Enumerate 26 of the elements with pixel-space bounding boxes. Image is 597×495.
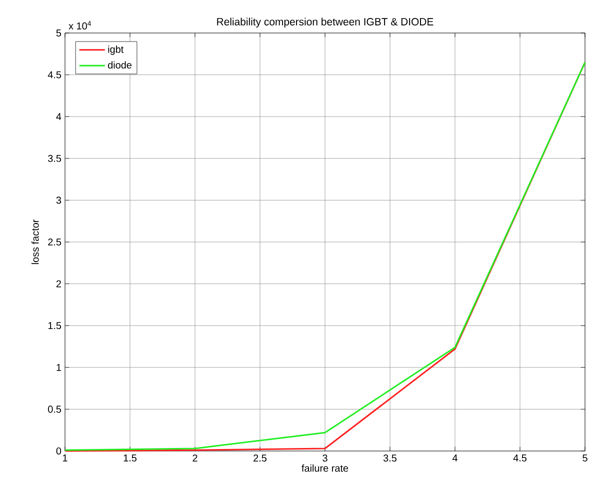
- x-tick-label: 2.5: [254, 454, 267, 462]
- y-tick-label: 5: [56, 30, 62, 36]
- y-axis-title: loss factor: [31, 219, 39, 264]
- legend-label: diode: [108, 61, 132, 69]
- chart-title: Reliability compersion between IGBT & DIODE: [217, 18, 434, 28]
- x-tick-label: 3.5: [383, 454, 397, 462]
- x-tick-label: 3: [322, 454, 328, 462]
- text: x 10$^{4}$: [68, 20, 92, 30]
- y-tick-label: 3.5: [48, 154, 62, 162]
- x-tick-label: 2: [192, 454, 198, 462]
- x-tick-label: 4: [452, 454, 458, 462]
- x-tick-label: 1.5: [124, 454, 137, 462]
- x-tick-label: 5: [582, 454, 588, 462]
- y-tick-label: 4: [56, 113, 62, 120]
- y-tick-label: 0.5: [48, 406, 62, 413]
- y-tick-label: 4.5: [48, 71, 62, 78]
- y-tick-label: 1: [56, 364, 61, 371]
- y-tick-label: 0: [56, 447, 62, 455]
- x-axis-title: failure rate: [302, 464, 348, 472]
- legend-label: igbt: [108, 46, 124, 55]
- y-tick-label: 2.5: [48, 238, 62, 246]
- y-tick-label: 1.5: [48, 322, 62, 330]
- x-tick-label: 4.5: [513, 454, 527, 462]
- y-tick-label: 2: [56, 280, 61, 288]
- x-tick-label: 1: [62, 454, 68, 462]
- y-tick-label: 3: [56, 196, 62, 204]
